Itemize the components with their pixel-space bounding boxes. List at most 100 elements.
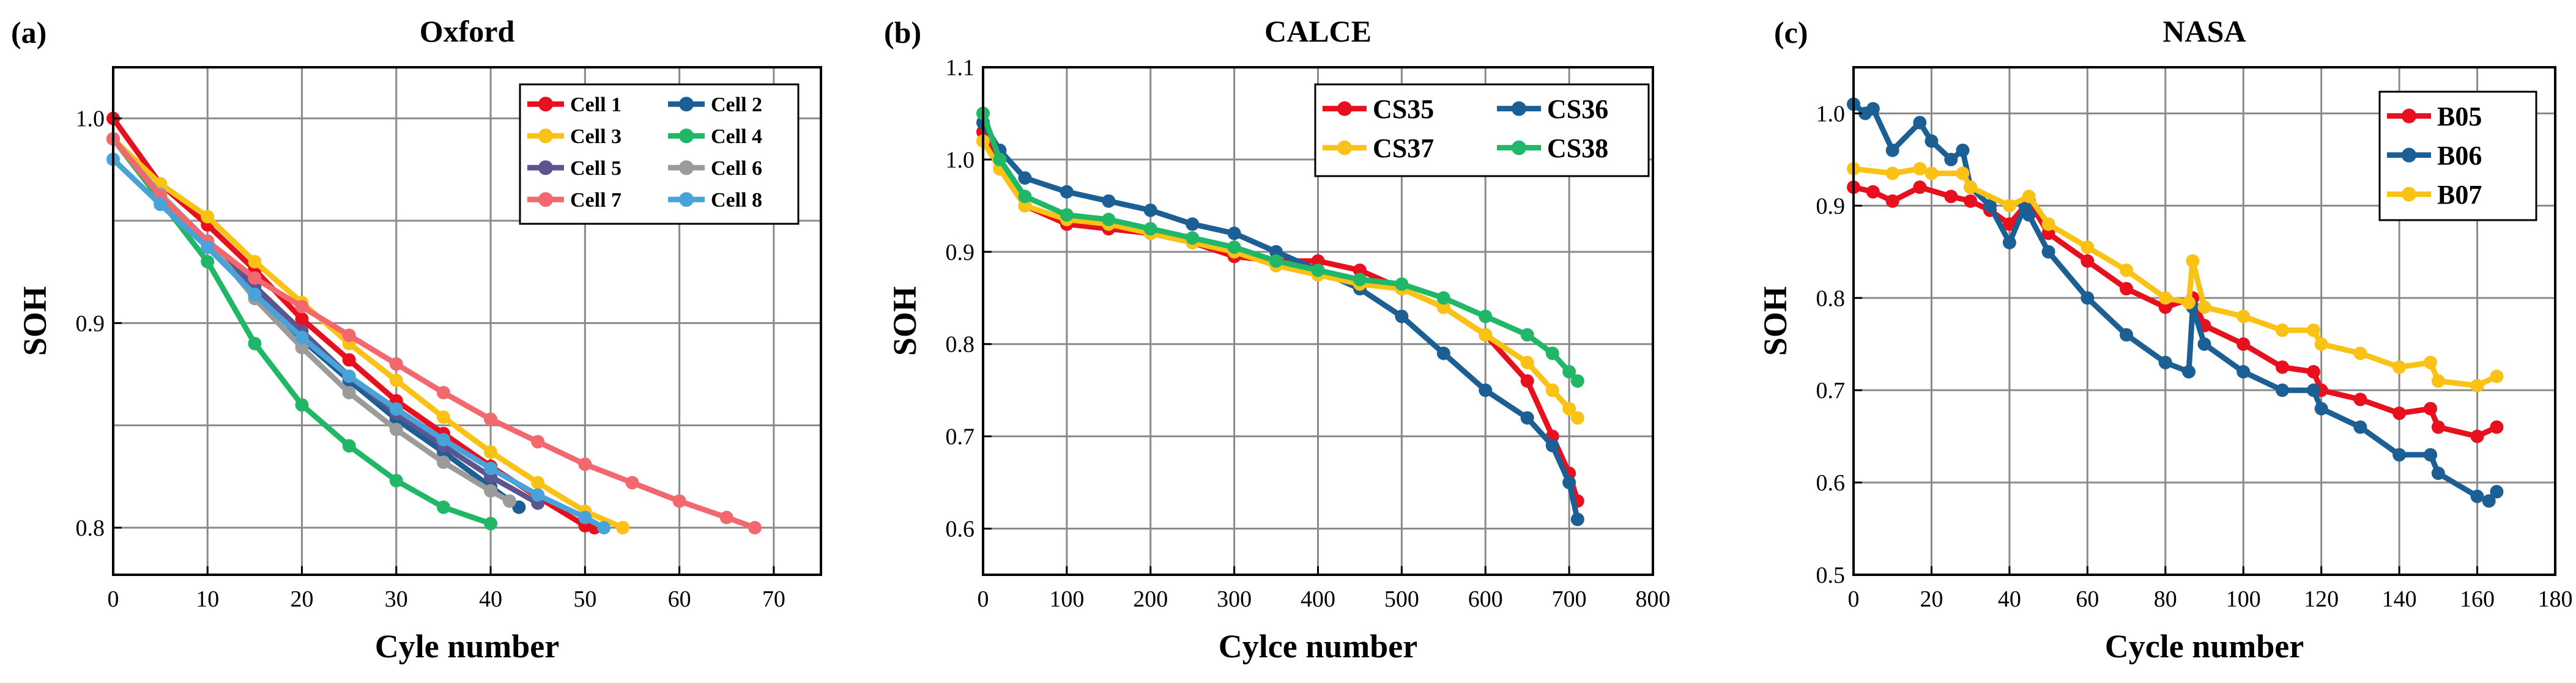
- x-tick-label: 20: [291, 586, 314, 612]
- data-point: [201, 254, 215, 268]
- legend-item: CS36: [1497, 94, 1608, 124]
- chart-title: NASA: [2162, 14, 2246, 48]
- data-point: [436, 410, 450, 424]
- data-point: [2470, 429, 2484, 443]
- y-axis-label: SOH: [1757, 286, 1794, 356]
- data-point: [295, 300, 309, 314]
- legend-item: Cell 8: [668, 189, 762, 212]
- data-point: [2470, 378, 2484, 393]
- y-tick-label: 0.8: [1816, 286, 1846, 311]
- data-point: [201, 240, 215, 254]
- x-tick-label: 600: [1468, 586, 1503, 612]
- data-point: [2431, 467, 2445, 480]
- legend-swatch-marker: [538, 128, 553, 144]
- legend-label: CS38: [1547, 133, 1608, 163]
- series-line-cell-8: [110, 157, 607, 531]
- data-point: [248, 254, 262, 268]
- data-point: [2275, 383, 2289, 397]
- data-point: [1562, 476, 1576, 490]
- x-tick-label: 60: [2076, 586, 2099, 612]
- data-point: [1436, 300, 1450, 314]
- legend-swatch-marker: [2402, 108, 2416, 124]
- data-point: [1018, 171, 1032, 185]
- y-tick-label: 0.9: [1816, 193, 1846, 219]
- data-point: [484, 517, 498, 531]
- data-point: [484, 484, 498, 498]
- legend-label: Cell 8: [711, 189, 762, 212]
- legend-box: [519, 83, 800, 225]
- data-point: [993, 152, 1007, 166]
- data-point: [1060, 185, 1074, 199]
- data-point: [1983, 199, 1997, 213]
- x-axis-label: Cyle number: [375, 628, 559, 665]
- legend-box: [1314, 83, 1650, 177]
- data-point: [531, 435, 545, 449]
- legend-label: Cell 1: [570, 94, 622, 116]
- x-tick-label: 180: [2538, 586, 2573, 612]
- data-point: [1479, 383, 1493, 397]
- legend-item: B06: [2387, 141, 2482, 171]
- legend-swatch-marker: [1337, 101, 1352, 116]
- data-point: [2353, 420, 2367, 434]
- data-point: [2197, 337, 2211, 351]
- chart-title: Oxford: [420, 14, 515, 48]
- data-point: [1520, 355, 1534, 369]
- y-tick-label: 0.9: [946, 240, 975, 265]
- legend-swatch-marker: [679, 97, 694, 112]
- panel-label: (a): [11, 15, 46, 50]
- x-tick-label: 40: [479, 586, 502, 612]
- data-point: [2353, 346, 2367, 360]
- data-point: [2236, 337, 2251, 351]
- data-point: [1944, 152, 1958, 166]
- y-tick-label: 1.0: [76, 106, 105, 132]
- data-point: [2314, 402, 2328, 416]
- x-tick-label: 100: [1049, 586, 1084, 612]
- legend-swatch-marker: [679, 128, 694, 144]
- legend-item: Cell 7: [527, 189, 622, 212]
- legend-swatch-marker: [538, 192, 553, 207]
- data-point: [2158, 355, 2172, 369]
- data-point: [1866, 185, 1880, 199]
- data-point: [2022, 208, 2036, 222]
- data-point: [295, 330, 309, 344]
- data-point: [2306, 323, 2320, 338]
- y-axis-label: SOH: [17, 286, 53, 356]
- data-point: [578, 457, 592, 471]
- data-point: [2431, 420, 2445, 434]
- data-point: [436, 455, 450, 469]
- x-tick-label: 800: [1636, 586, 1671, 612]
- legend-swatch-marker: [679, 192, 694, 207]
- data-point: [1311, 264, 1325, 277]
- legend-swatch-marker: [2402, 147, 2416, 163]
- data-point: [1545, 383, 1559, 397]
- data-point: [2186, 254, 2200, 268]
- data-point: [2490, 485, 2504, 499]
- x-tick-label: 0: [978, 586, 989, 612]
- panel-2: 0 100 200 300 400 500 600 700 800 0.6 0.7 0.8 0.9 1.0…: [884, 14, 1671, 665]
- legend: CS35 CS36 CS37 CS38: [1314, 83, 1650, 177]
- legend-item: Cell 4: [668, 125, 762, 148]
- data-point: [2120, 264, 2134, 277]
- data-point: [2392, 448, 2407, 462]
- legend-item: Cell 6: [668, 157, 762, 180]
- legend-label: CS35: [1373, 94, 1434, 124]
- data-point: [1395, 277, 1409, 291]
- data-point: [2182, 295, 2196, 309]
- panel-label: (c): [1774, 15, 1808, 50]
- data-point: [2158, 291, 2172, 305]
- data-point: [484, 461, 498, 475]
- legend-item: B05: [2387, 102, 2482, 131]
- data-point: [248, 271, 262, 285]
- data-point: [1018, 199, 1032, 213]
- data-point: [342, 439, 356, 453]
- data-point: [1562, 365, 1576, 378]
- legend-item: Cell 2: [668, 94, 762, 116]
- data-point: [389, 474, 403, 488]
- data-point: [1956, 143, 1970, 157]
- legend-swatch-marker: [2402, 186, 2416, 202]
- data-point: [2353, 393, 2367, 407]
- data-point: [2490, 369, 2504, 383]
- data-point: [2022, 190, 2036, 204]
- data-point: [1436, 346, 1450, 360]
